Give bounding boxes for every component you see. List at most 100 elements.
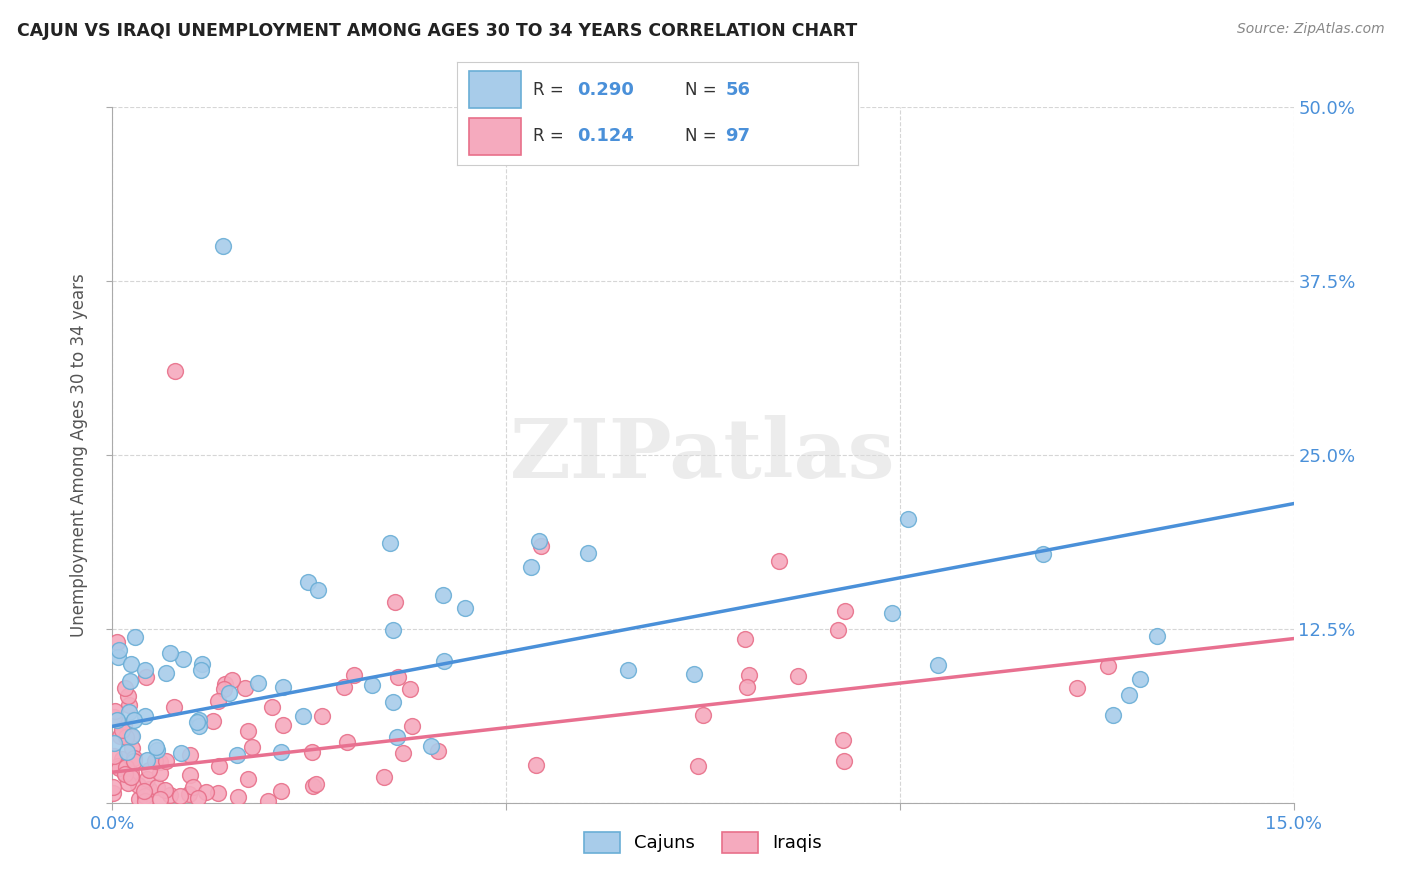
Point: [686, 759, 709, 773]
Point: [683, 667, 706, 681]
Point: [122, 755, 145, 769]
Point: [207, 694, 229, 708]
Point: [271, 718, 294, 732]
Point: [520, 560, 543, 574]
Point: [127, 779, 149, 793]
Text: ZIPatlas: ZIPatlas: [510, 415, 896, 495]
Point: [114, 730, 136, 744]
Point: [122, 713, 145, 727]
Point: [104, 704, 127, 718]
Point: [115, 760, 138, 774]
Point: [114, 681, 136, 695]
Point: [426, 744, 449, 758]
Point: [105, 714, 128, 728]
Point: [832, 732, 855, 747]
Y-axis label: Unemployment Among Ages 30 to 34 years: Unemployment Among Ages 30 to 34 years: [70, 273, 89, 637]
Point: [832, 754, 855, 768]
Point: [387, 670, 409, 684]
Text: N =: N =: [685, 128, 723, 145]
Point: [1118, 688, 1140, 702]
Point: [117, 776, 139, 790]
Point: [179, 787, 201, 801]
Point: [827, 623, 849, 637]
Text: 56: 56: [725, 81, 751, 99]
Point: [107, 758, 129, 772]
Point: [146, 780, 169, 794]
Point: [307, 582, 329, 597]
Point: [128, 792, 150, 806]
Point: [226, 789, 249, 804]
Point: [238, 723, 260, 738]
Point: [305, 777, 328, 791]
Point: [103, 736, 125, 750]
Point: [1097, 659, 1119, 673]
Point: [1102, 708, 1125, 723]
Point: [187, 790, 209, 805]
Point: [103, 780, 125, 795]
FancyBboxPatch shape: [470, 70, 522, 108]
Point: [155, 754, 177, 768]
Point: [149, 792, 172, 806]
Point: [420, 739, 443, 753]
Point: [221, 673, 243, 688]
Point: [529, 534, 551, 549]
Point: [136, 772, 159, 787]
Point: [117, 689, 139, 703]
Text: N =: N =: [685, 81, 723, 99]
Point: [734, 632, 756, 646]
Point: [214, 677, 236, 691]
Point: [384, 594, 406, 608]
Point: [134, 709, 156, 723]
Point: [134, 783, 156, 797]
Point: [218, 686, 240, 700]
Point: [194, 785, 217, 799]
Point: [737, 680, 759, 694]
Point: [163, 700, 186, 714]
Point: [124, 631, 146, 645]
Point: [256, 794, 278, 808]
Point: [138, 782, 160, 797]
Point: [153, 782, 176, 797]
Point: [190, 663, 212, 677]
Point: [212, 681, 235, 696]
Point: [270, 745, 292, 759]
Point: [1066, 681, 1088, 695]
Point: [120, 765, 142, 780]
Text: Source: ZipAtlas.com: Source: ZipAtlas.com: [1237, 22, 1385, 37]
Point: [233, 681, 256, 695]
Point: [927, 657, 949, 672]
Point: [202, 714, 225, 728]
Point: [373, 770, 395, 784]
Point: [108, 729, 131, 743]
Point: [135, 670, 157, 684]
Point: [617, 664, 640, 678]
Point: [897, 511, 920, 525]
Point: [524, 757, 547, 772]
Point: [114, 766, 136, 780]
Text: 0.290: 0.290: [578, 81, 634, 99]
Point: [159, 789, 181, 803]
Point: [187, 714, 209, 728]
Point: [191, 657, 214, 672]
Point: [576, 545, 599, 559]
Point: [432, 654, 454, 668]
Point: [291, 709, 314, 723]
Point: [302, 779, 325, 793]
Point: [834, 603, 856, 617]
Point: [149, 766, 172, 780]
Point: [121, 729, 143, 743]
Point: [246, 676, 269, 690]
Point: [107, 650, 129, 665]
Point: [111, 723, 134, 737]
Point: [146, 743, 169, 757]
Point: [149, 755, 172, 769]
Text: 97: 97: [725, 128, 751, 145]
Point: [111, 752, 134, 766]
Point: [207, 786, 229, 800]
Point: [530, 539, 553, 553]
Point: [332, 681, 354, 695]
Point: [378, 536, 401, 550]
Point: [181, 780, 204, 794]
Point: [120, 657, 142, 672]
Point: [138, 763, 160, 777]
